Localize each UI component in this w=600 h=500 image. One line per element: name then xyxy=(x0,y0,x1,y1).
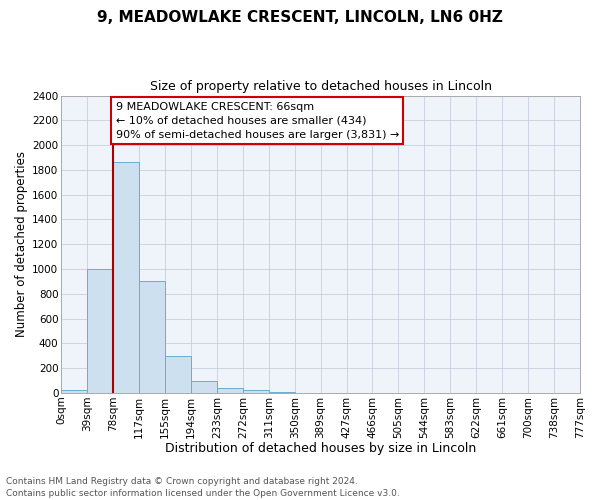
Title: Size of property relative to detached houses in Lincoln: Size of property relative to detached ho… xyxy=(149,80,491,93)
Text: 9, MEADOWLAKE CRESCENT, LINCOLN, LN6 0HZ: 9, MEADOWLAKE CRESCENT, LINCOLN, LN6 0HZ xyxy=(97,10,503,25)
Text: Contains HM Land Registry data © Crown copyright and database right 2024.
Contai: Contains HM Land Registry data © Crown c… xyxy=(6,476,400,498)
Bar xyxy=(139,282,165,393)
Y-axis label: Number of detached properties: Number of detached properties xyxy=(15,151,28,337)
Bar xyxy=(61,390,87,393)
Bar xyxy=(113,162,139,393)
Bar xyxy=(269,392,295,393)
Bar xyxy=(217,388,243,393)
X-axis label: Distribution of detached houses by size in Lincoln: Distribution of detached houses by size … xyxy=(165,442,476,455)
Bar xyxy=(191,380,217,393)
Bar xyxy=(87,269,113,393)
Bar xyxy=(243,390,269,393)
Bar xyxy=(165,356,191,393)
Text: 9 MEADOWLAKE CRESCENT: 66sqm
← 10% of detached houses are smaller (434)
90% of s: 9 MEADOWLAKE CRESCENT: 66sqm ← 10% of de… xyxy=(116,102,399,140)
